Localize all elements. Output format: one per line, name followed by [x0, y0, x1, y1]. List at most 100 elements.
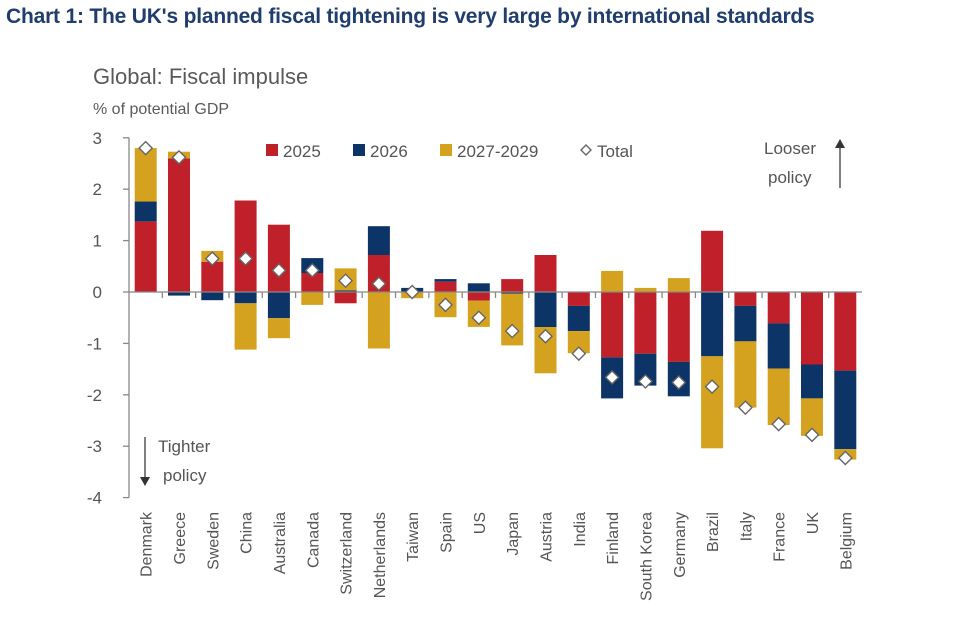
page-title: Chart 1: The UK's planned fiscal tighten… — [6, 5, 815, 28]
labels-layer: 3 2 1 0 -1 -2 -3 -4 Denmark Greece Sweden China Aust… — [87, 129, 855, 601]
bar-belgium-2026 — [834, 370, 857, 450]
bar-netherlands-2026 — [367, 226, 390, 255]
bar-denmark-2025 — [134, 221, 157, 292]
bar-austria-2026 — [534, 292, 557, 327]
bar-uk-2027-2029 — [801, 398, 823, 436]
legend-label-total: Total — [597, 142, 633, 161]
bar-india-2026 — [567, 305, 590, 332]
x-tick-label-belgium: Belgium — [838, 512, 855, 570]
total-marker-france — [771, 416, 787, 432]
bar-netherlands-2027-2029 — [367, 292, 390, 349]
bar-china-2026 — [234, 292, 257, 304]
total-marker-canada — [304, 262, 320, 278]
y-tick-label: -2 — [87, 386, 102, 405]
x-tick-label-australia: Australia — [272, 512, 289, 574]
y-tick-label: -1 — [87, 334, 102, 353]
y-tick-label: -3 — [87, 437, 102, 456]
arrow-down-icon — [140, 437, 150, 486]
total-marker-us — [471, 310, 487, 326]
y-tick-label: -4 — [87, 489, 102, 508]
total-marker-brazil — [704, 379, 720, 395]
bar-japan-2026 — [501, 292, 524, 294]
bar-switzerland-2026 — [334, 290, 357, 292]
bar-france-2026 — [767, 323, 790, 369]
x-tick-label-denmark: Denmark — [139, 511, 156, 577]
bar-japan-2025 — [501, 279, 524, 292]
x-tick-label-spain: Spain — [439, 512, 456, 553]
total-marker-belgium — [837, 450, 853, 466]
bar-italy-2027-2029 — [734, 341, 757, 408]
total-marker-greece — [171, 149, 187, 165]
chart-title: Global: Fiscal impulse — [93, 64, 309, 89]
annotations: Looser policy Tighter policy — [140, 139, 845, 486]
bar-australia-2025 — [267, 224, 290, 292]
legend-swatch-2027-2029 — [440, 144, 452, 156]
x-tick-label-south-korea: South Korea — [638, 512, 655, 601]
bar-austria-2027-2029 — [534, 327, 557, 374]
bar-finland-2025 — [601, 292, 624, 358]
bar-germany-2025 — [667, 292, 690, 362]
bar-greece-2025 — [168, 158, 190, 292]
y-tick-label: 2 — [93, 180, 102, 199]
total-marker-japan — [504, 323, 520, 339]
bar-switzerland-2025 — [334, 292, 357, 304]
total-marker-austria — [537, 328, 553, 344]
x-tick-label-austria: Austria — [539, 512, 556, 562]
legend: 2025 2026 2027-2029 Total — [266, 142, 633, 161]
bar-uk-2026 — [801, 364, 823, 399]
bar-finland-2027-2029 — [601, 270, 624, 292]
x-tick-label-greece: Greece — [172, 512, 189, 565]
axes-layer — [123, 137, 862, 499]
bar-canada-2027-2029 — [301, 292, 324, 305]
bar-china-2025 — [234, 200, 257, 292]
x-tick-label-taiwan: Taiwan — [405, 512, 422, 562]
bar-sweden-2026 — [201, 292, 224, 301]
total-marker-finland — [604, 369, 620, 385]
bar-australia-2026 — [267, 292, 290, 319]
bar-france-2025 — [767, 292, 790, 324]
total-marker-taiwan — [404, 284, 420, 300]
total-markers-layer — [138, 140, 853, 466]
x-tick-label-china: China — [239, 512, 256, 554]
bar-spain-2025 — [434, 281, 457, 292]
total-marker-italy — [737, 400, 753, 416]
total-marker-australia — [271, 262, 287, 278]
x-tick-label-india: India — [572, 512, 589, 547]
bar-china-2027-2029 — [234, 303, 257, 350]
total-marker-china — [238, 251, 254, 267]
bar-denmark-2027-2029 — [134, 148, 157, 202]
legend-diamond-icon — [580, 144, 592, 156]
y-axis-label: % of potential GDP — [93, 101, 230, 118]
bar-canada-2025 — [301, 273, 324, 292]
x-tick-label-italy: Italy — [738, 512, 755, 541]
total-marker-switzerland — [338, 273, 354, 289]
looser-policy-label-line1: Looser — [764, 139, 816, 158]
total-marker-netherlands — [371, 276, 387, 292]
legend-swatch-2026 — [353, 144, 365, 156]
bar-brazil-2025 — [701, 230, 724, 292]
bar-south-korea-2026 — [634, 353, 657, 386]
bar-india-2025 — [567, 292, 590, 306]
x-tick-label-brazil: Brazil — [705, 512, 722, 552]
looser-policy-label-line2: policy — [768, 168, 812, 187]
x-tick-label-germany: Germany — [672, 512, 689, 578]
x-tick-label-finland: Finland — [605, 512, 622, 564]
bar-us-2025 — [467, 292, 490, 301]
bar-italy-2025 — [734, 292, 757, 306]
total-marker-spain — [438, 297, 454, 313]
bar-brazil-2026 — [701, 292, 724, 357]
x-tick-label-france: France — [772, 512, 789, 562]
y-tick-label: 3 — [93, 129, 102, 148]
bar-india-2027-2029 — [567, 331, 590, 354]
bar-italy-2026 — [734, 305, 757, 342]
total-marker-denmark — [138, 140, 154, 156]
bar-spain-2026 — [434, 279, 457, 282]
legend-label-2026: 2026 — [370, 142, 408, 161]
bar-denmark-2026 — [134, 201, 157, 222]
x-tick-label-switzerland: Switzerland — [339, 512, 356, 595]
bar-france-2027-2029 — [767, 368, 790, 426]
x-tick-label-netherlands: Netherlands — [372, 512, 389, 598]
total-marker-uk — [804, 427, 820, 443]
total-marker-sweden — [204, 251, 220, 267]
